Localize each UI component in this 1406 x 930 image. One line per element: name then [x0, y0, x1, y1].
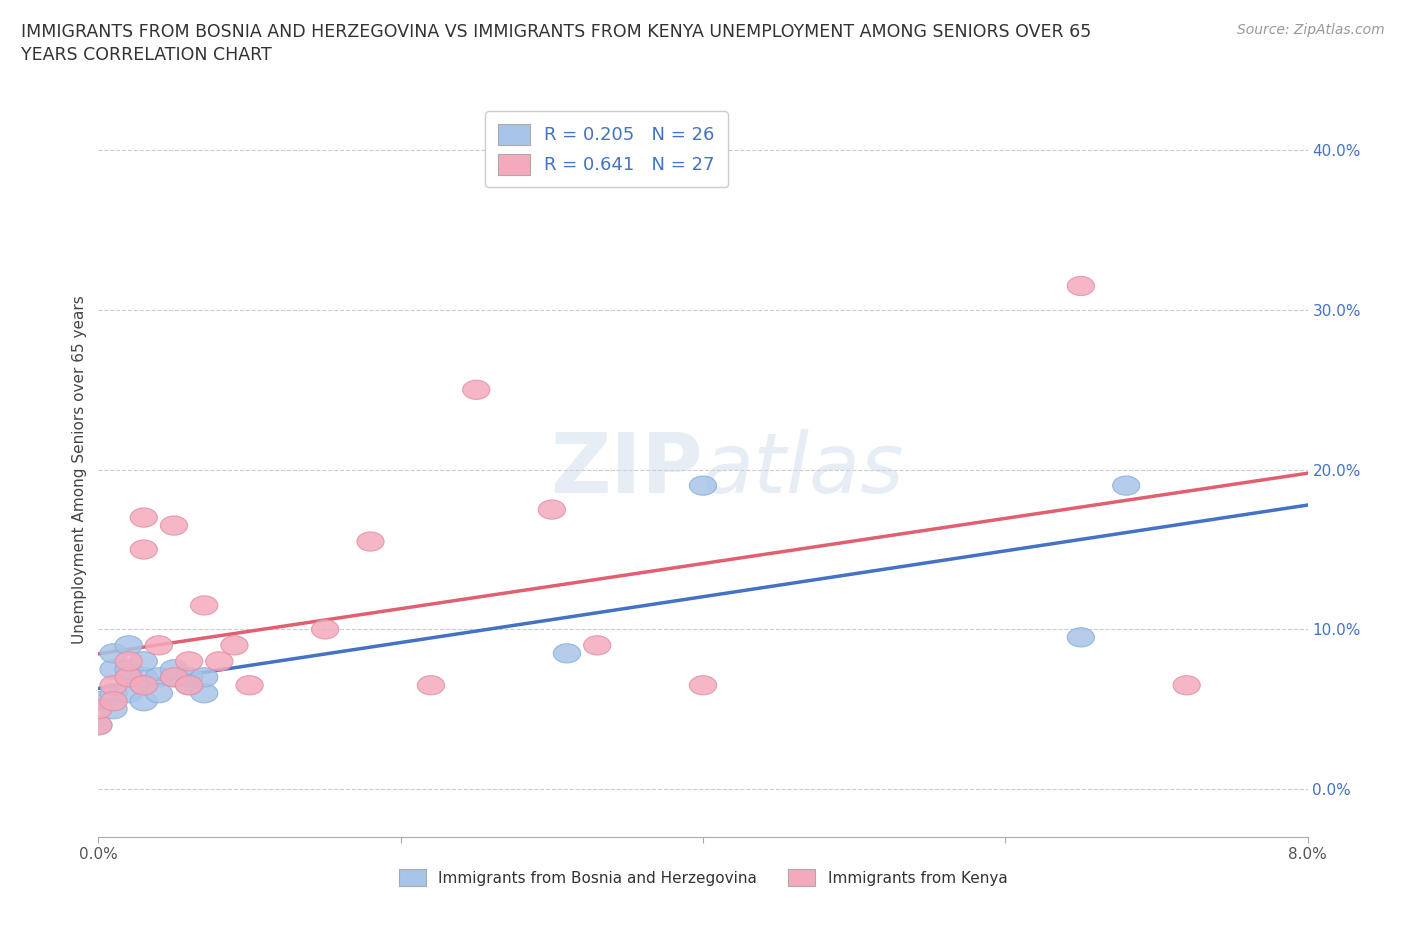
Ellipse shape	[100, 644, 127, 663]
Ellipse shape	[176, 668, 202, 687]
Ellipse shape	[160, 659, 187, 679]
Y-axis label: Unemployment Among Seniors over 65 years: Unemployment Among Seniors over 65 years	[72, 296, 87, 644]
Ellipse shape	[176, 676, 202, 695]
Ellipse shape	[1112, 476, 1140, 495]
Ellipse shape	[100, 659, 127, 679]
Ellipse shape	[131, 692, 157, 711]
Ellipse shape	[100, 676, 127, 695]
Ellipse shape	[205, 652, 233, 671]
Text: YEARS CORRELATION CHART: YEARS CORRELATION CHART	[21, 46, 271, 64]
Ellipse shape	[176, 652, 202, 671]
Ellipse shape	[418, 676, 444, 695]
Ellipse shape	[131, 540, 157, 559]
Ellipse shape	[115, 636, 142, 655]
Ellipse shape	[689, 476, 717, 495]
Ellipse shape	[100, 684, 127, 703]
Ellipse shape	[1067, 276, 1094, 296]
Ellipse shape	[115, 684, 142, 703]
Ellipse shape	[84, 715, 112, 735]
Ellipse shape	[236, 676, 263, 695]
Ellipse shape	[191, 684, 218, 703]
Ellipse shape	[160, 668, 187, 687]
Ellipse shape	[145, 684, 173, 703]
Ellipse shape	[463, 380, 489, 399]
Legend: Immigrants from Bosnia and Herzegovina, Immigrants from Kenya: Immigrants from Bosnia and Herzegovina, …	[389, 859, 1017, 896]
Text: Source: ZipAtlas.com: Source: ZipAtlas.com	[1237, 23, 1385, 37]
Ellipse shape	[100, 699, 127, 719]
Ellipse shape	[554, 644, 581, 663]
Ellipse shape	[1173, 676, 1201, 695]
Ellipse shape	[160, 668, 187, 687]
Ellipse shape	[100, 692, 127, 711]
Text: ZIP: ZIP	[551, 429, 703, 511]
Ellipse shape	[84, 715, 112, 735]
Ellipse shape	[160, 516, 187, 535]
Ellipse shape	[131, 652, 157, 671]
Ellipse shape	[131, 676, 157, 695]
Ellipse shape	[84, 699, 112, 719]
Ellipse shape	[538, 500, 565, 519]
Text: atlas: atlas	[703, 429, 904, 511]
Ellipse shape	[145, 668, 173, 687]
Ellipse shape	[115, 668, 142, 687]
Ellipse shape	[689, 676, 717, 695]
Ellipse shape	[131, 676, 157, 695]
Ellipse shape	[131, 668, 157, 687]
Ellipse shape	[583, 636, 610, 655]
Ellipse shape	[115, 652, 142, 671]
Ellipse shape	[191, 596, 218, 615]
Ellipse shape	[145, 636, 173, 655]
Ellipse shape	[115, 659, 142, 679]
Ellipse shape	[312, 619, 339, 639]
Ellipse shape	[1067, 628, 1094, 647]
Ellipse shape	[357, 532, 384, 551]
Ellipse shape	[221, 636, 247, 655]
Ellipse shape	[115, 668, 142, 687]
Ellipse shape	[176, 676, 202, 695]
Ellipse shape	[84, 692, 112, 711]
Text: IMMIGRANTS FROM BOSNIA AND HERZEGOVINA VS IMMIGRANTS FROM KENYA UNEMPLOYMENT AMO: IMMIGRANTS FROM BOSNIA AND HERZEGOVINA V…	[21, 23, 1091, 41]
Ellipse shape	[191, 668, 218, 687]
Ellipse shape	[131, 508, 157, 527]
